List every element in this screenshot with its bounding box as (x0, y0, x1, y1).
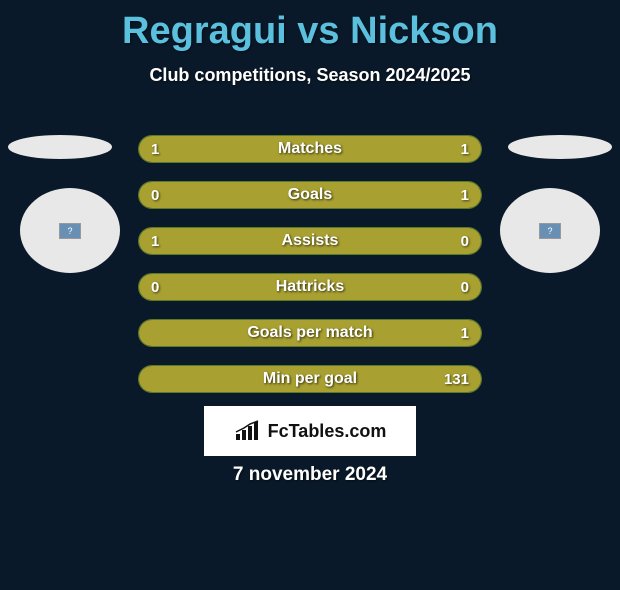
player-left-badge-icon: ? (59, 223, 81, 239)
brand-box: FcTables.com (204, 406, 416, 456)
comparison-bars: 1Matches10Goals11Assists00Hattricks0Goal… (138, 135, 482, 411)
stat-value-right: 1 (461, 182, 469, 208)
player-left-ellipse (8, 135, 112, 159)
stat-row: 0Hattricks0 (138, 273, 482, 301)
stat-label: Goals per match (139, 320, 481, 346)
stat-label: Assists (139, 228, 481, 254)
player-right-badge-icon: ? (539, 223, 561, 239)
brand-text: FcTables.com (268, 421, 387, 442)
stat-label: Min per goal (139, 366, 481, 392)
stat-value-right: 0 (461, 228, 469, 254)
player-right-badge: ? (500, 188, 600, 273)
player-left-badge: ? (20, 188, 120, 273)
brand-chart-icon (234, 420, 262, 442)
stat-row: Min per goal131 (138, 365, 482, 393)
date-text: 7 november 2024 (0, 464, 620, 486)
stat-value-right: 1 (461, 320, 469, 346)
stat-row: 1Assists0 (138, 227, 482, 255)
stat-value-right: 0 (461, 274, 469, 300)
stat-value-right: 1 (461, 136, 469, 162)
stat-value-right: 131 (444, 366, 469, 392)
stat-label: Matches (139, 136, 481, 162)
player-right-ellipse (508, 135, 612, 159)
page-subtitle: Club competitions, Season 2024/2025 (0, 65, 620, 86)
page-title: Regragui vs Nickson (0, 10, 620, 53)
stat-label: Hattricks (139, 274, 481, 300)
stat-row: 0Goals1 (138, 181, 482, 209)
stat-label: Goals (139, 182, 481, 208)
stat-row: Goals per match1 (138, 319, 482, 347)
stat-row: 1Matches1 (138, 135, 482, 163)
